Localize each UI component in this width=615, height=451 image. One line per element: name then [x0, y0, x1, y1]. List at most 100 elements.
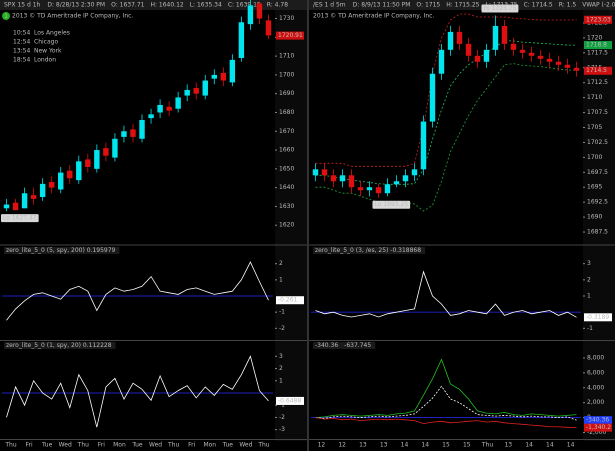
y-tick-label: 1: [279, 276, 283, 283]
value-tag: [276, 396, 304, 405]
y-tick-label: 1707.5: [587, 109, 608, 116]
x-tick-label: Wed: [239, 442, 252, 449]
candle-body: [184, 89, 190, 96]
x-tick-label: 15: [463, 442, 471, 449]
y-tick-label: -1: [279, 402, 285, 409]
value-tag-label: -1,340.2: [586, 424, 611, 431]
x-tick-label: Thu: [77, 442, 89, 449]
candle-body: [321, 169, 328, 176]
indicator-label-box: [4, 247, 120, 254]
candle-body: [94, 150, 100, 169]
x-tick-label: 13: [504, 442, 512, 449]
x-tick-label: Mon: [203, 442, 216, 449]
indicator-label-box: [313, 247, 426, 254]
x-tick-label: Thu: [481, 442, 493, 449]
value-tag: [584, 313, 612, 322]
x-tick-label: 13: [380, 442, 388, 449]
price-tag: [584, 66, 612, 75]
price-tag: [584, 15, 612, 24]
x-tick-label: 12: [318, 442, 326, 449]
y-tick-label: 1695: [587, 184, 602, 191]
indicator-line: [315, 270, 577, 318]
x-tick-label: 14: [421, 442, 429, 449]
lo-label: Lo 1693.25: [375, 201, 409, 208]
y-tick-label: 1630: [279, 203, 294, 210]
candle-body: [564, 64, 571, 68]
price-tag: [276, 31, 304, 40]
vwap-band: [315, 63, 577, 212]
candle-body: [175, 97, 181, 109]
indicator-label-box: [4, 342, 116, 349]
candle-body: [573, 67, 580, 71]
clock-city: London: [34, 57, 56, 64]
candle-body: [411, 169, 418, 176]
x-tick-label: 14: [401, 442, 409, 449]
candle-body: [510, 43, 517, 50]
header-item: VWAP (-2.0, 2.0, DAY): [582, 2, 615, 9]
candle-body: [555, 61, 562, 65]
x-tick-label: 12: [338, 442, 346, 449]
badge-label: 1: [4, 13, 8, 20]
candle-body: [112, 138, 118, 158]
vwap-band: [315, 13, 577, 167]
hi-label: Hi 1723.75: [484, 5, 517, 12]
candle-body: [519, 49, 526, 53]
y-tick-label: 1705: [587, 124, 602, 131]
y-tick-label: 1687.5: [587, 229, 608, 236]
clock-time: 18:54: [13, 57, 30, 64]
candle-body: [265, 20, 272, 36]
candle-body: [12, 202, 19, 211]
candle-body: [103, 148, 109, 156]
header-bar: [0, 0, 307, 10]
candle-body: [211, 74, 217, 79]
x-tick-label: Thu: [167, 442, 179, 449]
header-item: D: 8/28/13 2:30 PM: [47, 2, 105, 9]
y-tick-label: 1: [279, 377, 283, 384]
candle-body: [528, 52, 535, 56]
header-item: H: 1715.25: [446, 2, 479, 9]
candle-body: [85, 159, 91, 167]
candle-body: [456, 31, 463, 44]
price-tag-label: 1714.5: [586, 67, 607, 74]
x-tick-label: 14: [567, 442, 575, 449]
candle-body: [202, 80, 208, 96]
y-tick-label: 1710: [587, 94, 602, 101]
candle-body: [130, 129, 136, 137]
y-tick-label: 1650: [279, 165, 294, 172]
indicator-label: -340.36: [315, 342, 338, 349]
y-tick-label: 1620: [279, 222, 294, 229]
y-tick-label: 1: [587, 293, 591, 300]
y-tick-label: 2,000: [587, 399, 604, 406]
header-item: O: 1637.71: [111, 2, 145, 9]
y-tick-label: 6,000: [587, 369, 604, 376]
y-tick-label: -1: [587, 325, 593, 332]
lo-label-box: [372, 200, 411, 209]
indicator-line: [6, 261, 269, 321]
candle-body: [402, 175, 409, 182]
candle-body: [330, 175, 337, 182]
candle-body: [229, 59, 236, 83]
x-tick-label: 14: [546, 442, 554, 449]
candle-body: [48, 181, 55, 188]
candle-body: [39, 183, 46, 198]
candle-body: [429, 73, 436, 122]
y-tick-label: 1640: [279, 184, 294, 191]
clock-time: 13:54: [13, 48, 30, 55]
y-tick-label: 1712.5: [587, 79, 608, 86]
y-tick-label: 1730: [279, 15, 294, 22]
candle-body: [366, 187, 373, 191]
header-item: D: 8/9/13 11:50 PM: [353, 2, 411, 9]
candle-body: [465, 43, 472, 56]
value-tag: [276, 296, 304, 305]
x-tick-label: Fri: [26, 442, 33, 449]
candle-body: [139, 119, 145, 139]
price-tag-label: 1720.91: [278, 32, 303, 39]
candle-body: [121, 131, 127, 137]
candle-body: [474, 55, 481, 62]
x-tick-label: Tue: [222, 442, 234, 449]
header-item: C: 1639.18: [228, 2, 261, 9]
clock-city: Los Angeles: [34, 30, 70, 37]
indicator-label: zero_lite_5_0 (5, spy, 200) 0.195979: [6, 247, 116, 254]
clock-time: 12:54: [13, 39, 30, 46]
